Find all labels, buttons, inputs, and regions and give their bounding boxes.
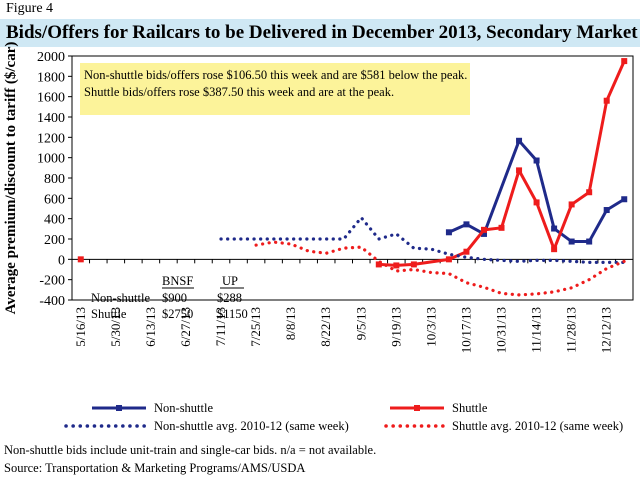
point-shuttle <box>375 261 382 268</box>
point-shuttle <box>568 201 575 208</box>
y-tick-label: -400 <box>39 294 65 309</box>
point-shuttle <box>516 167 523 174</box>
point-nonshuttle <box>463 221 470 228</box>
point-shuttle <box>603 97 610 104</box>
point-nonshuttle <box>568 238 575 245</box>
annotation-shuttle: Shuttle bids/offers rose $387.50 this we… <box>84 85 394 99</box>
x-tick-label: 5/30/13 <box>108 307 123 347</box>
x-tick-label: 11/28/13 <box>564 307 579 353</box>
x-axis: 5/16/13 5/30/13 6/13/13 6/27/13 7/11/13 7/25/… <box>71 259 634 353</box>
point-shuttle <box>393 262 400 269</box>
tariff-row-label: Shuttle <box>91 307 127 321</box>
y-axis: -400 -200 0 200 400 600 800 1000 1200 1400 1600 180… <box>37 50 633 309</box>
y-tick-label: 1600 <box>37 91 65 106</box>
y-tick-label: 2000 <box>37 50 65 65</box>
x-tick-label: 6/13/13 <box>143 307 158 347</box>
point-shuttle <box>480 226 487 233</box>
tariff-header-bnsf: BNSF <box>162 274 193 288</box>
source-note: Source: Transportation & Marketing Progr… <box>4 461 306 475</box>
legend: Non-shuttle Shuttle Non-shuttle avg. 201… <box>64 401 623 433</box>
y-tick-label: -200 <box>39 274 65 289</box>
y-tick-label: 1400 <box>37 111 65 126</box>
tariff-header-up: UP <box>222 274 238 288</box>
point-nonshuttle <box>621 196 628 203</box>
point-shuttle <box>410 261 417 268</box>
point-shuttle <box>77 256 84 263</box>
x-tick-label: 10/31/13 <box>494 307 509 353</box>
legend-label-shuttle: Shuttle <box>452 401 488 415</box>
legend-label-nonshuttle-avg: Non-shuttle avg. 2010-12 (same week) <box>154 419 349 433</box>
point-shuttle <box>533 199 540 206</box>
tariff-table: BNSF UP Non-shuttle $900 $288 Shuttle $2… <box>91 274 248 321</box>
annotation-box <box>80 63 470 115</box>
point-shuttle <box>621 58 628 65</box>
legend-marker-shuttle <box>414 405 420 411</box>
y-axis-label: Average premium/discount to tariff ($/ca… <box>3 42 19 315</box>
point-shuttle <box>463 248 470 255</box>
series-line-nonshuttle-avg <box>219 215 626 264</box>
point-nonshuttle <box>603 207 610 214</box>
point-nonshuttle <box>551 225 558 232</box>
point-shuttle <box>586 189 593 196</box>
y-tick-label: 800 <box>44 172 65 187</box>
x-tick-label: 11/14/13 <box>529 307 544 353</box>
x-tick-label: 5/16/13 <box>73 307 88 347</box>
y-tick-label: 1800 <box>37 70 65 85</box>
footnote: Non-shuttle bids include unit-train and … <box>4 443 377 457</box>
figure-label: Figure 4 <box>6 1 54 16</box>
legend-label-nonshuttle: Non-shuttle <box>154 401 213 415</box>
x-tick-label: 10/3/13 <box>423 307 438 347</box>
point-nonshuttle <box>445 229 452 236</box>
series-line-nonshuttle <box>448 139 626 244</box>
y-tick-label: 0 <box>58 253 65 268</box>
x-tick-label: 8/8/13 <box>283 307 298 340</box>
legend-marker-nonshuttle <box>116 405 122 411</box>
x-tick-label: 10/17/13 <box>458 307 473 353</box>
y-tick-label: 1200 <box>37 131 65 146</box>
x-tick-label: 7/11/13 <box>213 307 228 346</box>
y-tick-label: 400 <box>44 213 65 228</box>
point-nonshuttle <box>480 230 487 237</box>
x-tick-label: 9/19/13 <box>388 307 403 347</box>
chart: -400 -200 0 200 400 600 800 1000 1200 1400 1600 180… <box>3 42 634 433</box>
tariff-row-label: Non-shuttle <box>91 291 150 305</box>
tariff-row-up: $1150 <box>217 307 248 321</box>
point-shuttle <box>445 256 452 263</box>
x-tick-label: 12/12/13 <box>599 307 614 353</box>
annotation-nonshuttle: Non-shuttle bids/offers rose $106.50 thi… <box>84 68 467 82</box>
tariff-row-bnsf: $2750 <box>162 307 193 321</box>
point-nonshuttle <box>586 238 593 245</box>
chart-title: Bids/Offers for Railcars to be Delivered… <box>6 22 638 43</box>
y-tick-label: 600 <box>44 192 65 207</box>
series-layer <box>77 58 628 297</box>
series-line-shuttle-avg <box>254 240 626 297</box>
tariff-row-bnsf: $900 <box>162 291 187 305</box>
x-tick-label: 9/5/13 <box>353 307 368 340</box>
x-tick-label: 8/22/13 <box>318 307 333 347</box>
tariff-row-up: $288 <box>217 291 242 305</box>
x-tick-label: 6/27/13 <box>178 307 193 347</box>
point-nonshuttle <box>533 157 540 164</box>
y-tick-label: 200 <box>44 233 65 248</box>
point-nonshuttle <box>516 137 523 144</box>
x-tick-label: 7/25/13 <box>248 307 263 347</box>
legend-label-shuttle-avg: Shuttle avg. 2010-12 (same week) <box>452 419 623 433</box>
y-tick-label: 1000 <box>37 152 65 167</box>
title-band: Bids/Offers for Railcars to be Delivered… <box>0 19 640 47</box>
point-shuttle <box>498 224 505 231</box>
point-shuttle <box>551 246 558 253</box>
